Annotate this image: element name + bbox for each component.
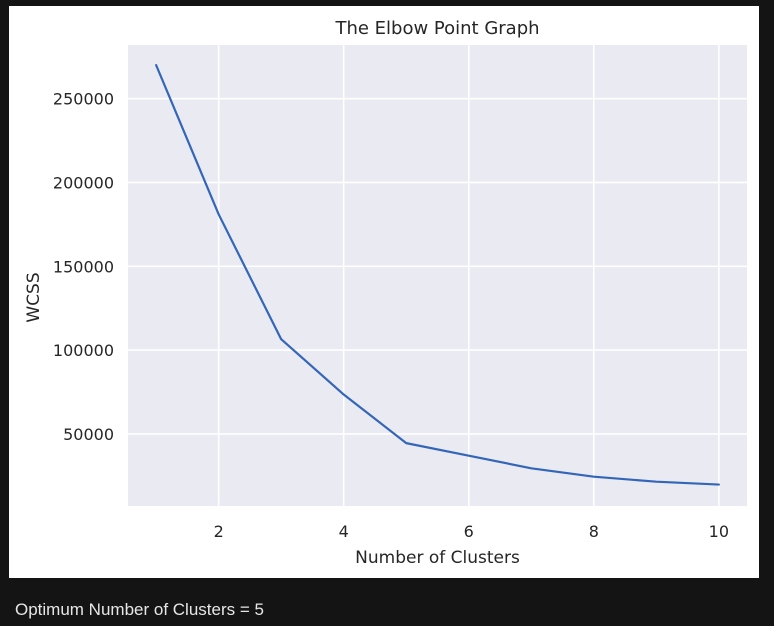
- y-tick-label: 100000: [53, 341, 114, 360]
- y-axis-title: WCSS: [24, 272, 44, 322]
- y-tick-label: 150000: [53, 257, 114, 276]
- output-text: Optimum Number of Clusters = 5: [15, 600, 264, 619]
- grid: [128, 45, 747, 506]
- chart-title: The Elbow Point Graph: [334, 18, 539, 39]
- figure: 2 4 6 8 10 50000 100000 150000 200000 250000 The …: [9, 6, 759, 578]
- y-tick-label: 200000: [53, 173, 114, 192]
- tick-labels: 2 4 6 8 10 50000 100000 150000 200000 250000: [53, 90, 729, 541]
- elbow-chart: 2 4 6 8 10 50000 100000 150000 200000 250000 The …: [24, 18, 747, 568]
- x-tick-label: 4: [339, 522, 349, 541]
- x-tick-label: 8: [589, 522, 599, 541]
- x-axis-title: Number of Clusters: [355, 548, 520, 568]
- x-tick-label: 10: [709, 522, 729, 541]
- series-line: [155, 64, 720, 486]
- y-tick-label: 250000: [53, 90, 114, 109]
- y-tick-label: 50000: [63, 425, 114, 444]
- x-tick-label: 2: [214, 522, 224, 541]
- plot-area: [128, 45, 747, 506]
- series-layer: [155, 64, 720, 486]
- x-tick-label: 6: [464, 522, 474, 541]
